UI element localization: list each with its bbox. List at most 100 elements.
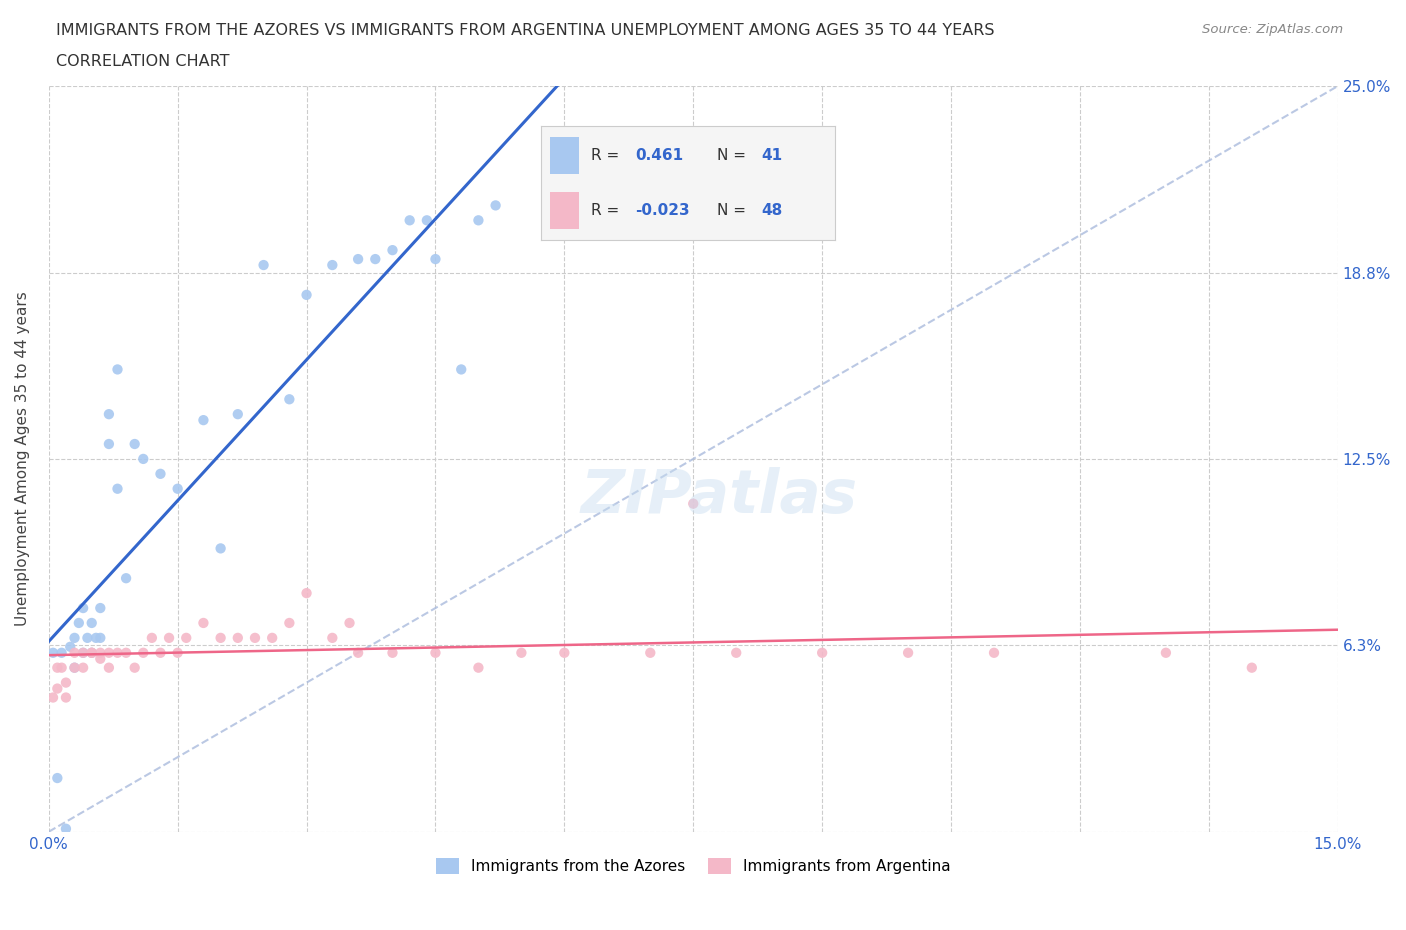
Point [80,645,103,660]
Point [811,645,834,660]
Point [381,243,404,258]
Point [278,392,301,406]
Point [46,660,69,675]
Point [97,660,120,675]
Point [510,645,533,660]
Point [425,645,447,660]
Text: R =: R = [591,148,619,163]
Point [63,645,86,660]
Point [115,645,138,660]
Point [347,645,370,660]
Point [640,645,662,660]
Point [149,645,172,660]
Text: ZIPatlas: ZIPatlas [581,467,858,525]
Point [226,406,249,421]
Point [132,645,155,660]
Point [72,645,94,660]
Point [51,660,73,675]
Point [193,616,215,631]
Point [262,631,284,645]
Point [42,645,65,660]
Point [115,571,138,586]
Text: IMMIGRANTS FROM THE AZORES VS IMMIGRANTS FROM ARGENTINA UNEMPLOYMENT AMONG AGES : IMMIGRANTS FROM THE AZORES VS IMMIGRANTS… [56,23,994,38]
Text: N =: N = [717,204,747,219]
Point [166,645,188,660]
Point [416,213,439,228]
Point [381,645,404,660]
Text: CORRELATION CHART: CORRELATION CHART [56,54,229,69]
Point [339,616,361,631]
Point [157,631,180,645]
Legend: Immigrants from the Azores, Immigrants from Argentina: Immigrants from the Azores, Immigrants f… [430,852,957,880]
Point [80,616,103,631]
Point [1240,660,1263,675]
Point [897,645,920,660]
Point [76,631,98,645]
Text: Source: ZipAtlas.com: Source: ZipAtlas.com [1202,23,1343,36]
Point [89,631,111,645]
Point [42,690,65,705]
Point [243,631,266,645]
Text: -0.023: -0.023 [636,204,689,219]
Point [84,631,107,645]
FancyBboxPatch shape [550,138,579,174]
Point [467,213,489,228]
Point [725,645,748,660]
Point [252,258,274,272]
Point [295,586,318,601]
Point [51,645,73,660]
Text: 48: 48 [762,204,783,219]
Point [1154,645,1177,660]
Point [80,645,103,660]
Point [107,482,129,497]
Point [72,645,94,660]
Point [55,690,77,705]
Point [89,645,111,660]
Y-axis label: Unemployment Among Ages 35 to 44 years: Unemployment Among Ages 35 to 44 years [15,291,30,626]
Point [141,631,163,645]
Point [193,413,215,428]
Point [450,362,472,377]
Point [67,616,90,631]
Point [97,406,120,421]
Point [107,645,129,660]
Point [226,631,249,645]
Point [295,287,318,302]
Point [983,645,1005,660]
Point [166,482,188,497]
Point [46,681,69,696]
Point [63,631,86,645]
Point [682,497,704,512]
Point [80,645,103,660]
Point [553,645,575,660]
Point [321,258,343,272]
Point [46,771,69,786]
Point [72,660,94,675]
Point [107,362,129,377]
Point [321,631,343,645]
Point [72,601,94,616]
Point [425,252,447,267]
Point [55,675,77,690]
Point [149,466,172,481]
Point [174,631,197,645]
Point [132,451,155,466]
Point [209,541,232,556]
Point [63,660,86,675]
Text: 0.461: 0.461 [636,148,683,163]
Point [278,616,301,631]
Point [55,821,77,836]
Point [347,252,370,267]
Point [89,601,111,616]
Point [124,660,146,675]
Point [398,213,420,228]
Point [97,436,120,451]
FancyBboxPatch shape [550,193,579,229]
Point [124,436,146,451]
Point [97,645,120,660]
Point [89,651,111,666]
Text: 41: 41 [762,148,783,163]
Text: R =: R = [591,204,619,219]
Text: N =: N = [717,148,747,163]
Point [364,252,387,267]
